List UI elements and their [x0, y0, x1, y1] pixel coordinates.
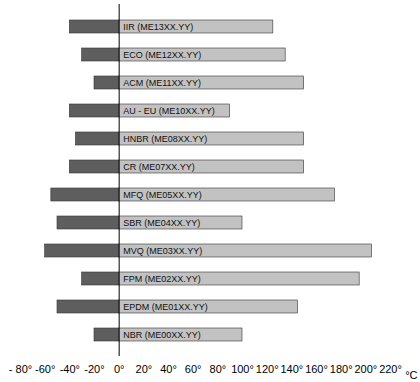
svg-text:140°: 140° [280, 363, 303, 375]
svg-text:60°: 60° [185, 363, 202, 375]
svg-text:120°: 120° [256, 363, 279, 375]
svg-text:ECO (ME12XX.YY): ECO (ME12XX.YY) [123, 50, 201, 60]
svg-text:MVQ (ME03XX.YY): MVQ (ME03XX.YY) [123, 246, 202, 256]
svg-text:0°: 0° [114, 363, 125, 375]
svg-text:20°: 20° [136, 363, 153, 375]
svg-text:-20°: -20° [84, 363, 104, 375]
svg-text:HNBR (ME08XX.YY): HNBR (ME08XX.YY) [123, 134, 207, 144]
svg-text:MFQ (ME05XX.YY): MFQ (ME05XX.YY) [123, 190, 202, 200]
svg-text:-40°: -40° [60, 363, 80, 375]
svg-text:160°: 160° [305, 363, 328, 375]
svg-text:NBR (ME00XX.YY): NBR (ME00XX.YY) [123, 330, 201, 340]
svg-text:40°: 40° [160, 363, 177, 375]
svg-text:ACM (ME11XX.YY): ACM (ME11XX.YY) [123, 78, 201, 88]
svg-text:200°: 200° [354, 363, 377, 375]
svg-text:180°: 180° [330, 363, 353, 375]
svg-text:CR (ME07XX.YY): CR (ME07XX.YY) [123, 162, 195, 172]
svg-text:220°: 220° [379, 363, 402, 375]
svg-text:IIR (ME13XX.YY): IIR (ME13XX.YY) [123, 22, 193, 32]
svg-text:FPM (ME02XX.YY): FPM (ME02XX.YY) [123, 274, 201, 284]
svg-text:AU - EU (ME10XX.YY): AU - EU (ME10XX.YY) [123, 106, 215, 116]
svg-text:EPDM (ME01XX.YY): EPDM (ME01XX.YY) [123, 302, 208, 312]
svg-text:80°: 80° [210, 363, 227, 375]
svg-text:SBR (ME04XX.YY): SBR (ME04XX.YY) [123, 218, 200, 228]
svg-text:- 80°: - 80° [9, 363, 32, 375]
svg-text:-60°: -60° [35, 363, 55, 375]
svg-text:°C: °C [405, 369, 417, 381]
svg-text:100°: 100° [231, 363, 254, 375]
